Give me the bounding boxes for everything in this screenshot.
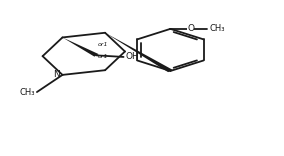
Polygon shape [62, 37, 99, 57]
Text: CH₃: CH₃ [210, 24, 225, 33]
Text: OH: OH [126, 52, 139, 61]
Text: or1: or1 [98, 42, 108, 47]
Text: O: O [187, 24, 194, 33]
Polygon shape [105, 33, 173, 72]
Text: or1: or1 [98, 54, 108, 59]
Text: CH₃: CH₃ [20, 88, 36, 97]
Text: N: N [53, 70, 60, 79]
